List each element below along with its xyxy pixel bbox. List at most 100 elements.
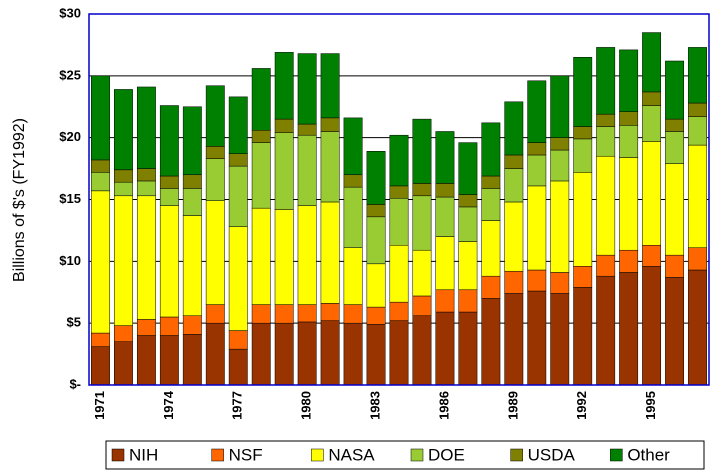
legend-swatch bbox=[410, 448, 424, 462]
bar-segment bbox=[642, 91, 662, 106]
bar-segment bbox=[481, 122, 501, 177]
x-tick-label: 1974 bbox=[161, 390, 176, 420]
bar-segment bbox=[642, 245, 662, 267]
bar-segment bbox=[274, 52, 294, 120]
bar-segment bbox=[343, 247, 363, 305]
bar-segment bbox=[412, 315, 432, 386]
bar-segment bbox=[596, 155, 616, 256]
bar-segment bbox=[159, 316, 179, 336]
bar-segment bbox=[114, 341, 133, 386]
legend-swatch bbox=[610, 448, 623, 462]
bar-segment bbox=[274, 322, 294, 386]
bar-segment bbox=[573, 172, 593, 267]
bar-segment bbox=[458, 241, 478, 291]
bar-segment bbox=[274, 304, 294, 324]
bar-segment bbox=[458, 311, 478, 386]
y-tick-label: $10 bbox=[59, 253, 81, 268]
y-tick-label: $20 bbox=[59, 129, 81, 144]
bar-segment bbox=[389, 245, 409, 303]
bar-segment bbox=[527, 142, 547, 156]
bar-segment bbox=[504, 293, 524, 386]
bar-segment bbox=[136, 335, 156, 386]
bar-segment bbox=[159, 335, 179, 386]
bar-segment bbox=[435, 131, 455, 184]
bar-segment bbox=[182, 315, 202, 335]
bar-segment bbox=[550, 137, 570, 151]
y-tick-label: $15 bbox=[59, 191, 81, 206]
bar-segment bbox=[573, 266, 593, 288]
bar-segment bbox=[91, 75, 110, 161]
bar-segment bbox=[136, 168, 156, 182]
bar-segment bbox=[504, 101, 524, 156]
bar-segment bbox=[389, 134, 409, 187]
bar-segment bbox=[159, 105, 179, 177]
bar-segment bbox=[182, 215, 202, 316]
bar-segment bbox=[251, 322, 271, 386]
bar-segment bbox=[320, 201, 340, 304]
bar-segment bbox=[297, 205, 317, 305]
bar-segment bbox=[320, 320, 340, 386]
bar-segment bbox=[251, 142, 271, 209]
legend-label: NIH bbox=[129, 445, 158, 464]
bar-segment bbox=[573, 126, 593, 140]
bar-segment bbox=[435, 236, 455, 291]
bar-segment bbox=[91, 190, 110, 334]
bar-segment bbox=[297, 134, 317, 206]
bar-segment bbox=[114, 181, 133, 197]
bar-segment bbox=[251, 304, 271, 324]
bar-segment bbox=[596, 113, 616, 127]
bar-segment bbox=[688, 116, 707, 146]
bar-segment bbox=[274, 118, 294, 133]
bar-segment bbox=[481, 275, 501, 299]
bar-segment bbox=[159, 175, 179, 189]
legend-label: DOE bbox=[428, 445, 465, 464]
x-tick-label: 1980 bbox=[299, 391, 314, 420]
bar-segment bbox=[91, 332, 110, 347]
x-tick-label: 1977 bbox=[230, 391, 245, 420]
bar-segment bbox=[91, 172, 110, 192]
bar-segment bbox=[412, 249, 432, 297]
x-tick-label: 1995 bbox=[643, 391, 658, 420]
bar-segment bbox=[182, 188, 202, 216]
bar-segment bbox=[412, 195, 432, 251]
x-tick-label: 1983 bbox=[367, 391, 382, 420]
bar-segment bbox=[205, 146, 225, 159]
bar-segment bbox=[205, 200, 225, 305]
bar-segment bbox=[182, 334, 202, 386]
bar-segment bbox=[320, 303, 340, 321]
bar-segment bbox=[619, 157, 639, 251]
bar-segment bbox=[366, 216, 386, 265]
bar-segment bbox=[458, 142, 478, 195]
bar-segment bbox=[435, 196, 455, 237]
bar-segment bbox=[205, 85, 225, 147]
bar-segment bbox=[366, 306, 386, 325]
bar-segment bbox=[343, 304, 363, 324]
legend-swatch bbox=[111, 448, 125, 462]
bar-segment bbox=[182, 106, 202, 176]
bar-segment bbox=[550, 75, 570, 138]
bar-segment bbox=[205, 158, 225, 201]
bar-segment bbox=[504, 270, 524, 294]
legend-label: Other bbox=[627, 445, 670, 464]
bar-segment bbox=[389, 320, 409, 386]
legend-swatch bbox=[510, 448, 523, 462]
bar-segment bbox=[297, 304, 317, 323]
bar-segment bbox=[435, 183, 455, 198]
bar-segment bbox=[114, 195, 133, 326]
bar-segment bbox=[550, 293, 570, 386]
legend-label: NASA bbox=[328, 445, 375, 464]
bar-segment bbox=[136, 195, 156, 320]
bar-segment bbox=[136, 319, 156, 336]
y-axis-label: Billions of $'s (FY1992) bbox=[11, 118, 28, 282]
bar-segment bbox=[619, 272, 639, 386]
bar-segment bbox=[665, 60, 684, 120]
bar-segment bbox=[389, 185, 409, 199]
bar-segment bbox=[619, 49, 639, 112]
bar-segment bbox=[504, 201, 524, 272]
x-tick-label: 1986 bbox=[436, 391, 451, 420]
bar-segment bbox=[481, 188, 501, 221]
bar-segment bbox=[504, 168, 524, 203]
bar-segment bbox=[642, 266, 662, 386]
bar-segment bbox=[205, 322, 225, 386]
